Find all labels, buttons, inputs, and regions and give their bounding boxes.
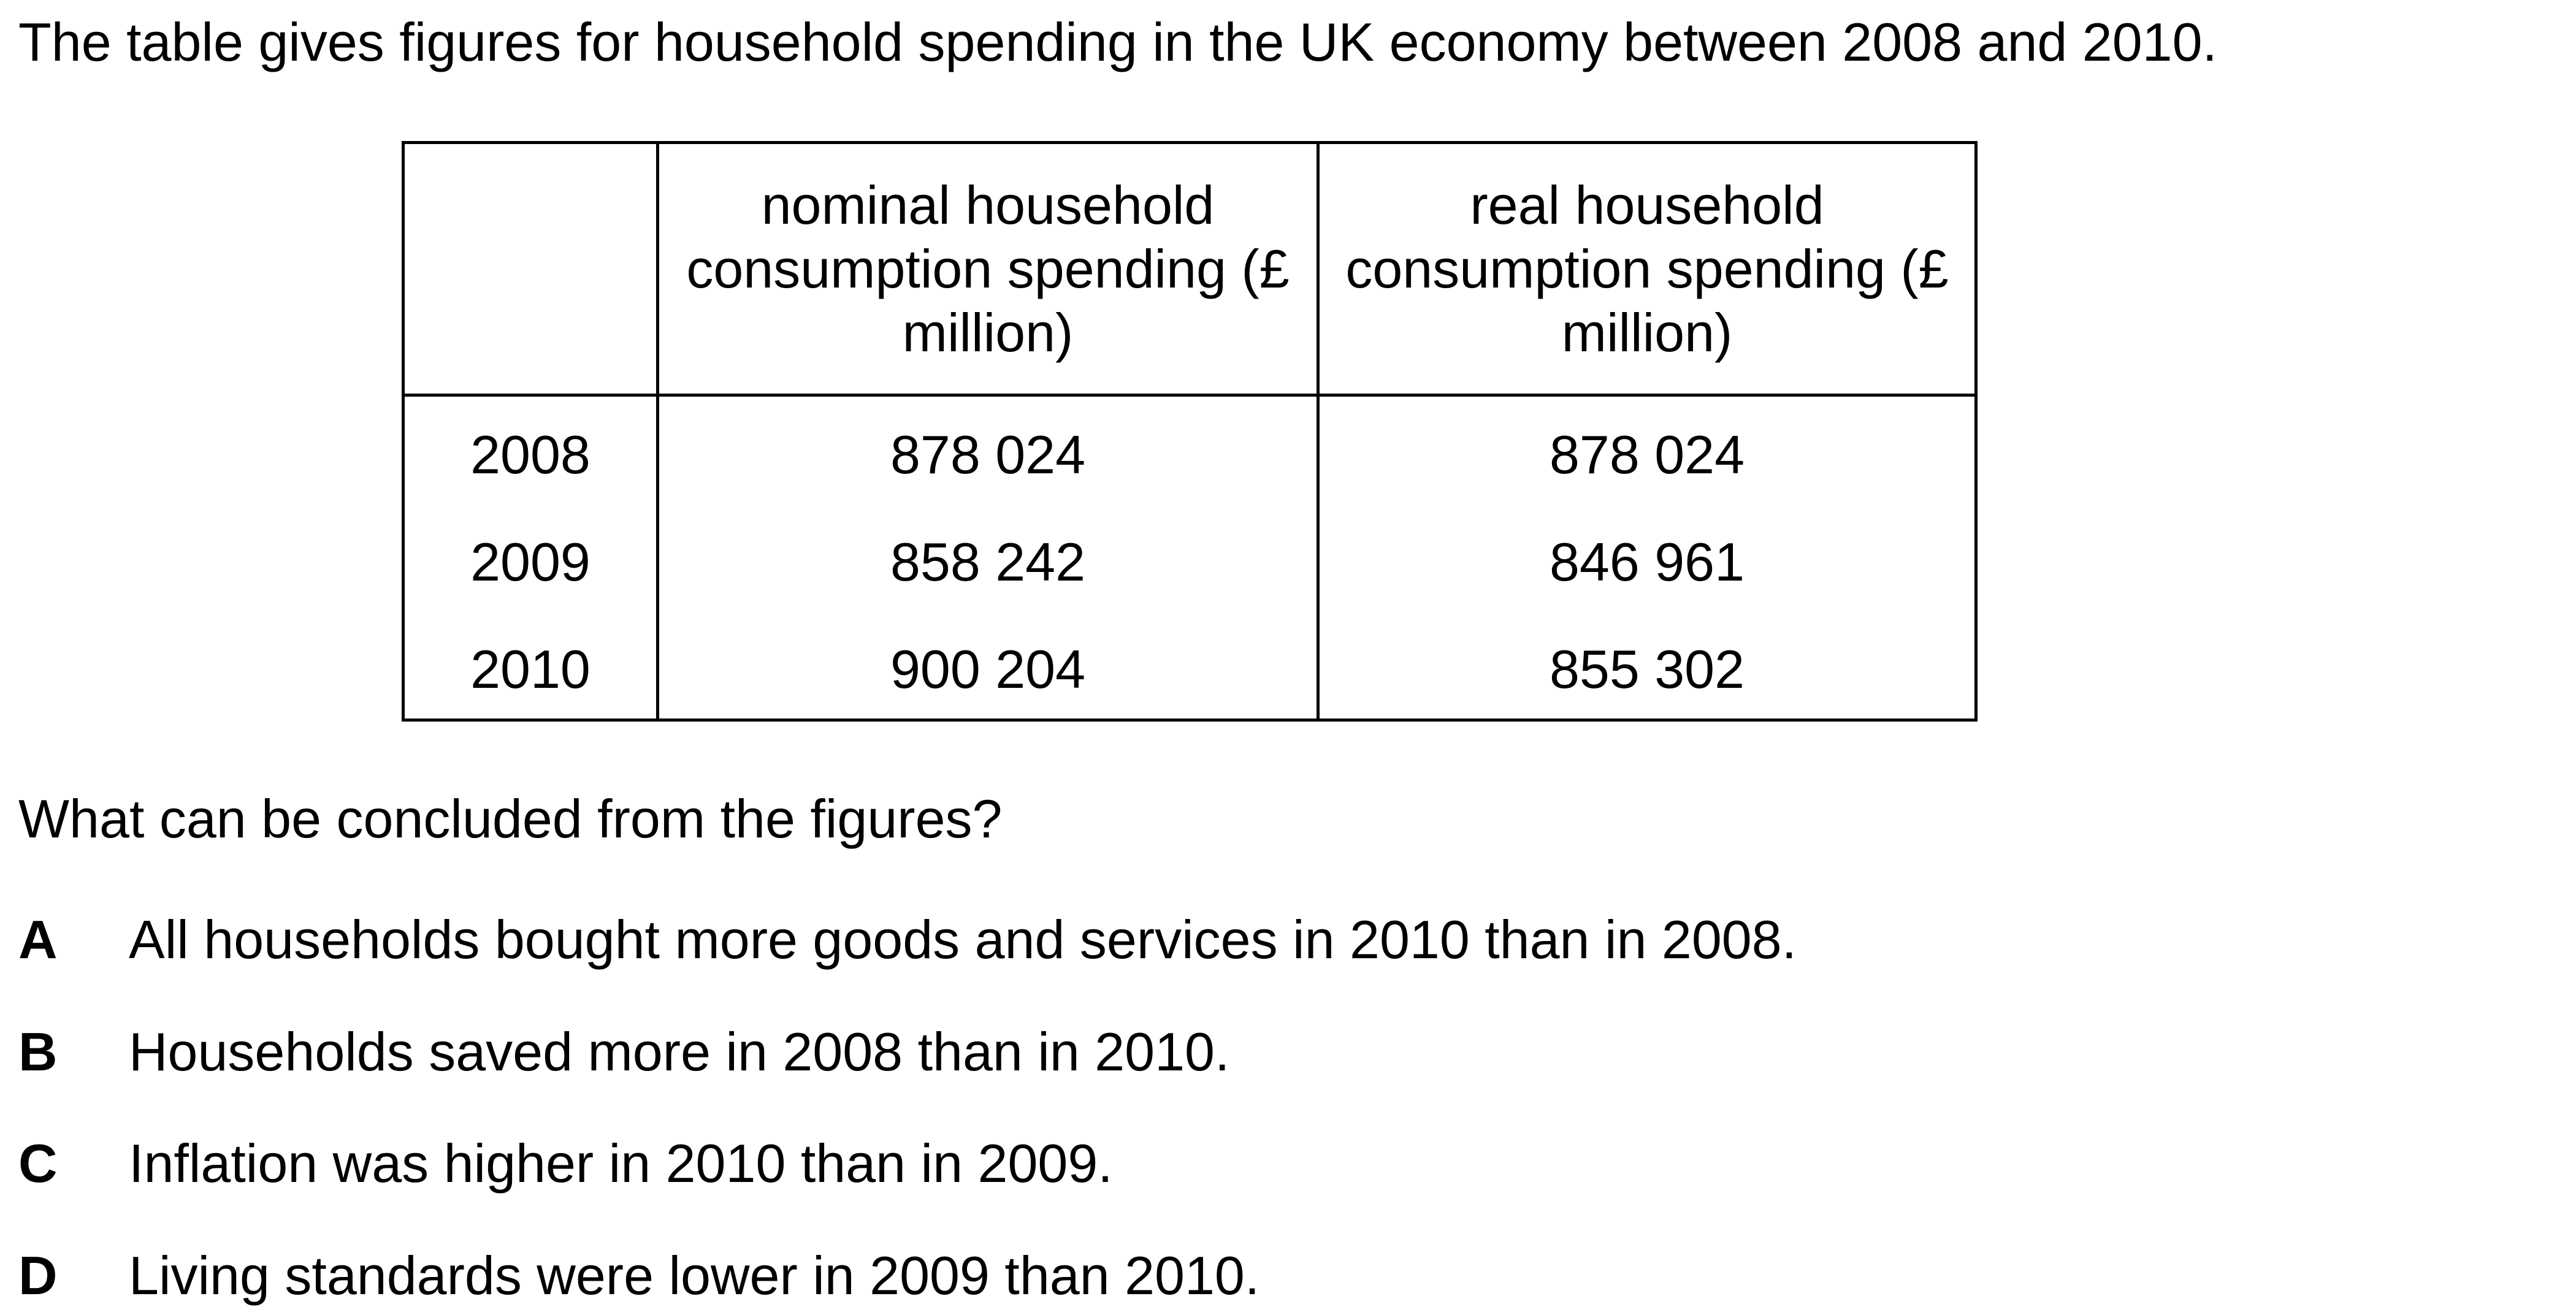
option-c[interactable]: C Inflation was higher in 2010 than in 2… xyxy=(18,1132,2349,1200)
nominal-value-cell: 900 204 xyxy=(890,639,1086,699)
option-a[interactable]: A All households bought more goods and s… xyxy=(18,909,2349,976)
option-b[interactable]: B Households saved more in 2008 than in … xyxy=(18,1021,2349,1088)
option-text: Inflation was higher in 2010 than in 200… xyxy=(129,1133,1113,1194)
option-text: Households saved more in 2008 than in 20… xyxy=(129,1021,1230,1082)
real-value-cell: 878 024 xyxy=(1549,424,1745,485)
nominal-value-cell: 878 024 xyxy=(890,424,1086,485)
question-text: What can be concluded from the figures? xyxy=(18,788,1003,849)
real-value-cell: 855 302 xyxy=(1549,639,1745,699)
real-value-cell: 846 961 xyxy=(1549,532,1745,592)
option-letter: D xyxy=(18,1245,58,1306)
column-divider xyxy=(1317,144,1320,718)
header-real-spending: real household consumption spending (£ m… xyxy=(1345,175,1949,363)
column-divider xyxy=(656,144,659,718)
spending-table: nominal household consumption spending (… xyxy=(402,141,1978,722)
option-text: All households bought more goods and ser… xyxy=(129,909,1797,970)
option-letter: A xyxy=(18,909,58,970)
header-divider xyxy=(405,394,1974,397)
year-cell: 2009 xyxy=(470,532,590,592)
year-cell: 2010 xyxy=(470,639,590,699)
option-letter: C xyxy=(18,1133,58,1194)
intro-text: The table gives figures for household sp… xyxy=(18,12,2217,72)
nominal-value-cell: 858 242 xyxy=(890,532,1086,592)
header-nominal-spending: nominal household consumption spending (… xyxy=(686,175,1290,363)
option-text: Living standards were lower in 2009 than… xyxy=(129,1245,1260,1306)
year-cell: 2008 xyxy=(470,424,590,485)
option-d[interactable]: D Living standards were lower in 2009 th… xyxy=(18,1244,2349,1312)
header-empty-cell xyxy=(405,173,656,382)
option-letter: B xyxy=(18,1021,58,1082)
